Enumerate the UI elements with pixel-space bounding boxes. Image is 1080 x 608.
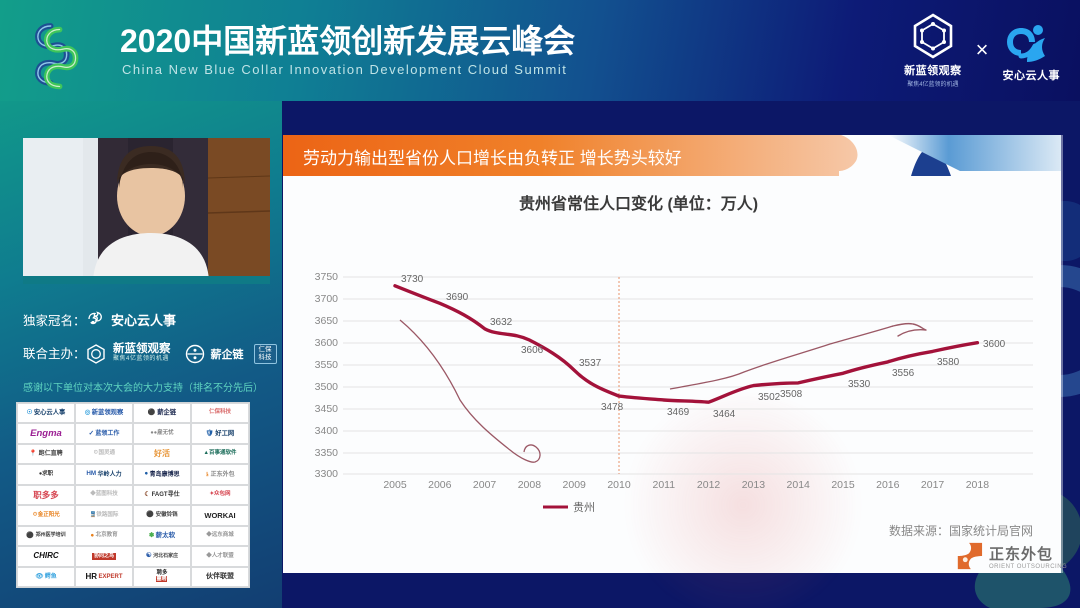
svg-text:贵州: 贵州 xyxy=(573,501,595,514)
svg-text:3600: 3600 xyxy=(315,337,339,349)
svg-text:2007: 2007 xyxy=(473,479,497,491)
svg-text:3400: 3400 xyxy=(315,425,339,437)
svg-text:3502: 3502 xyxy=(758,392,781,403)
svg-text:2006: 2006 xyxy=(428,479,452,491)
svg-text:3500: 3500 xyxy=(315,381,339,393)
svg-text:2013: 2013 xyxy=(742,479,766,491)
svg-text:2018: 2018 xyxy=(966,479,990,491)
svg-text:3464: 3464 xyxy=(713,409,736,420)
svg-text:3350: 3350 xyxy=(315,447,339,459)
svg-text:3606: 3606 xyxy=(521,345,544,356)
svg-text:2011: 2011 xyxy=(653,479,676,491)
svg-text:2010: 2010 xyxy=(607,479,631,491)
svg-text:3300: 3300 xyxy=(315,468,339,480)
svg-text:3700: 3700 xyxy=(315,293,339,305)
svg-text:3508: 3508 xyxy=(780,389,803,400)
svg-text:2015: 2015 xyxy=(831,479,855,491)
svg-text:数据来源：国家统计局官网: 数据来源：国家统计局官网 xyxy=(889,523,1033,538)
svg-text:2012: 2012 xyxy=(697,479,721,491)
svg-text:2009: 2009 xyxy=(563,479,587,491)
svg-text:3556: 3556 xyxy=(892,368,915,379)
svg-text:3478: 3478 xyxy=(601,402,624,413)
svg-text:2005: 2005 xyxy=(383,479,407,491)
svg-text:3530: 3530 xyxy=(848,379,871,390)
svg-text:2017: 2017 xyxy=(921,479,945,491)
svg-text:3632: 3632 xyxy=(490,317,513,328)
svg-text:3469: 3469 xyxy=(667,407,690,418)
svg-text:2016: 2016 xyxy=(876,479,900,491)
svg-text:2008: 2008 xyxy=(518,479,542,491)
svg-text:3750: 3750 xyxy=(315,271,339,283)
svg-text:2014: 2014 xyxy=(787,479,811,491)
svg-text:3450: 3450 xyxy=(315,403,339,415)
svg-text:3650: 3650 xyxy=(315,315,339,327)
svg-text:3730: 3730 xyxy=(401,274,424,285)
svg-text:3580: 3580 xyxy=(937,357,960,368)
svg-text:3600: 3600 xyxy=(983,339,1006,350)
svg-text:3550: 3550 xyxy=(315,359,339,371)
svg-text:3690: 3690 xyxy=(446,292,469,303)
svg-text:3537: 3537 xyxy=(579,358,602,369)
